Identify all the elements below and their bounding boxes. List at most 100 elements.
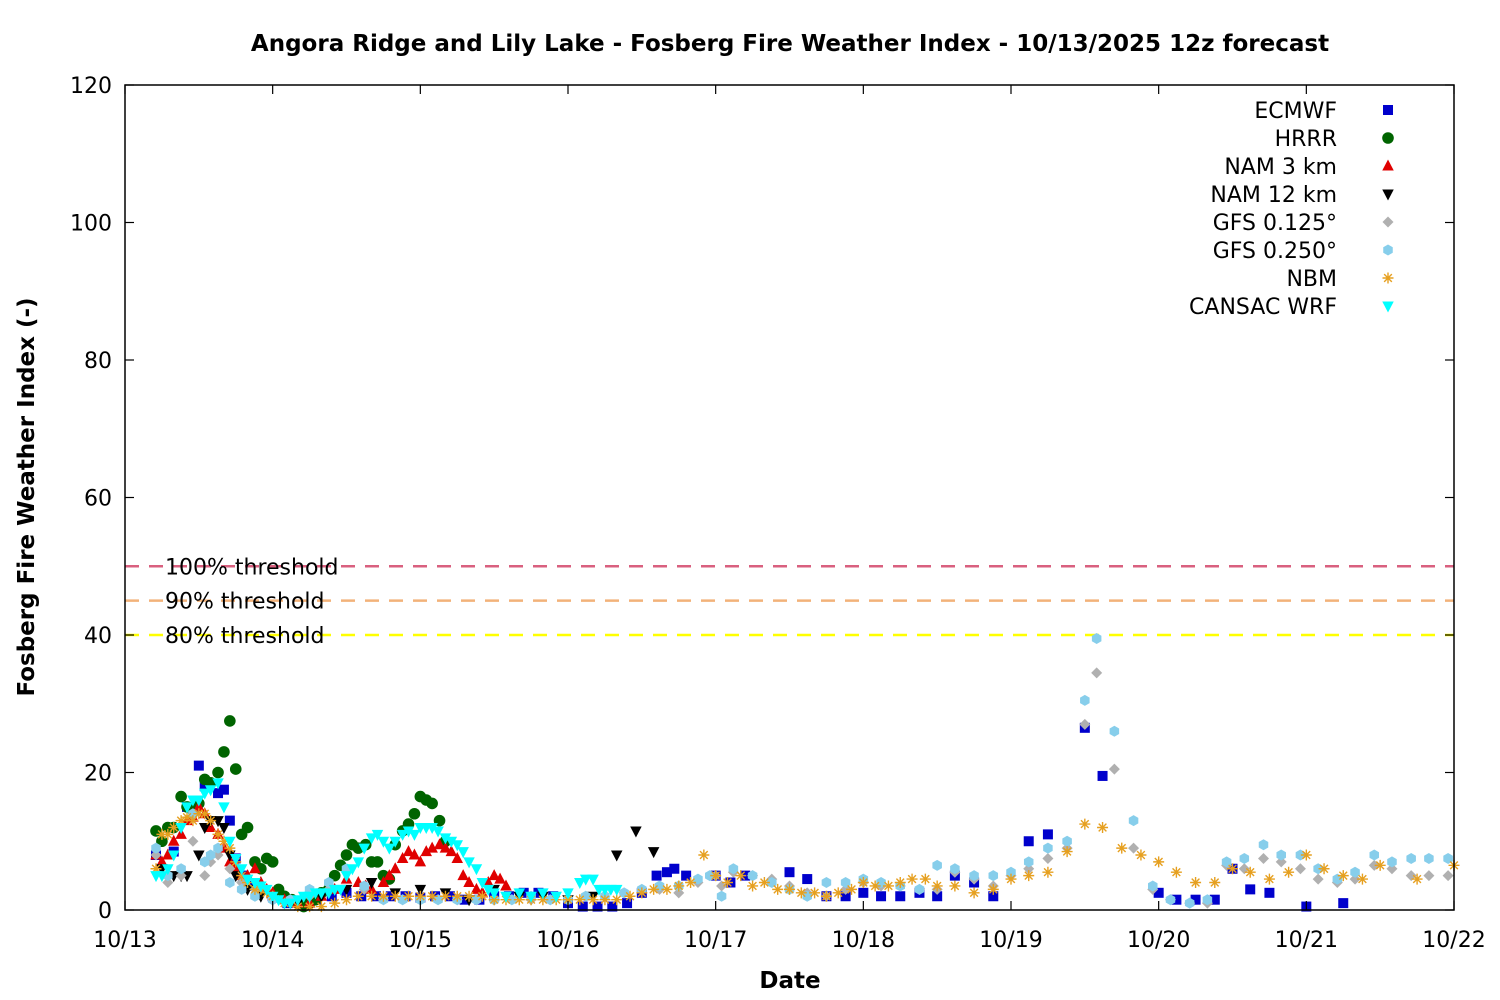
data-point bbox=[402, 845, 415, 857]
data-point bbox=[156, 828, 168, 840]
data-point bbox=[1190, 894, 1201, 905]
data-point bbox=[346, 864, 359, 876]
data-point bbox=[846, 883, 858, 895]
data-point bbox=[1043, 842, 1053, 854]
legend-entry: NAM 12 km bbox=[1210, 183, 1337, 208]
data-point bbox=[673, 880, 685, 892]
data-point bbox=[156, 871, 168, 883]
data-point bbox=[212, 828, 224, 840]
data-point bbox=[212, 766, 224, 779]
data-point bbox=[176, 863, 186, 875]
data-point bbox=[224, 842, 236, 854]
data-point bbox=[624, 890, 636, 902]
data-point bbox=[266, 891, 279, 903]
x-tick-label: 10/13 bbox=[93, 928, 156, 953]
data-point bbox=[858, 887, 869, 898]
data-point bbox=[721, 877, 733, 888]
data-point bbox=[1423, 870, 1435, 882]
data-point bbox=[587, 874, 599, 886]
data-point bbox=[402, 826, 415, 838]
data-point bbox=[168, 822, 180, 833]
data-point bbox=[1006, 866, 1016, 878]
data-point bbox=[488, 869, 500, 881]
data-point bbox=[1374, 859, 1386, 871]
data-point bbox=[230, 853, 242, 865]
data-point bbox=[261, 884, 273, 896]
data-point bbox=[611, 894, 623, 906]
data-point bbox=[869, 880, 881, 892]
data-point bbox=[167, 834, 180, 846]
data-point bbox=[906, 873, 918, 885]
data-point bbox=[574, 894, 586, 906]
chart-title: Angora Ridge and Lily Lake - Fosberg Fir… bbox=[251, 31, 1329, 57]
data-point bbox=[241, 821, 254, 834]
data-point bbox=[213, 788, 224, 799]
data-point bbox=[931, 880, 943, 892]
data-point bbox=[1023, 856, 1034, 868]
data-point bbox=[224, 715, 236, 727]
data-point bbox=[193, 795, 205, 807]
data-point bbox=[439, 833, 452, 845]
data-point bbox=[1109, 725, 1120, 737]
data-point bbox=[292, 901, 304, 913]
data-point bbox=[218, 823, 230, 834]
data-point bbox=[1097, 822, 1109, 833]
data-point bbox=[340, 849, 353, 861]
data-point bbox=[968, 887, 980, 899]
y-tick-label: 100 bbox=[70, 212, 112, 237]
data-point bbox=[661, 867, 672, 878]
data-point bbox=[1406, 852, 1416, 864]
data-point bbox=[1442, 870, 1454, 882]
series-group bbox=[151, 632, 1453, 909]
data-point bbox=[1116, 842, 1128, 854]
x-tick-label: 10/15 bbox=[389, 928, 452, 953]
data-point bbox=[1312, 873, 1324, 885]
data-point bbox=[537, 888, 549, 900]
data-point bbox=[1080, 694, 1090, 706]
data-point bbox=[630, 826, 642, 838]
data-point bbox=[1387, 856, 1397, 868]
data-point bbox=[579, 874, 592, 886]
data-point bbox=[1258, 839, 1269, 851]
data-point bbox=[433, 838, 446, 850]
data-point bbox=[187, 815, 199, 827]
data-point bbox=[408, 807, 421, 820]
data-point bbox=[482, 876, 495, 887]
data-point bbox=[396, 851, 409, 863]
data-point bbox=[371, 856, 384, 868]
legend-entry: CANSAC WRF bbox=[1189, 295, 1337, 320]
data-point bbox=[1135, 849, 1147, 861]
data-point bbox=[463, 890, 475, 902]
data-point bbox=[162, 828, 174, 840]
threshold-label: 80% threshold bbox=[165, 624, 325, 649]
data-point bbox=[525, 891, 537, 903]
data-point bbox=[315, 888, 328, 900]
data-point bbox=[175, 823, 187, 834]
data-point bbox=[470, 882, 483, 894]
data-point bbox=[809, 887, 821, 899]
data-point bbox=[426, 823, 438, 834]
data-point bbox=[218, 746, 230, 758]
data-point bbox=[255, 881, 267, 893]
data-point bbox=[1338, 898, 1349, 909]
data-point bbox=[230, 871, 242, 883]
data-point bbox=[457, 847, 469, 859]
x-tick-label: 10/19 bbox=[979, 928, 1042, 953]
data-point bbox=[383, 843, 396, 855]
data-point bbox=[323, 888, 335, 900]
data-point bbox=[500, 891, 512, 903]
legend-entry: HRRR bbox=[1275, 127, 1337, 152]
data-point bbox=[1275, 856, 1287, 868]
data-point bbox=[181, 811, 193, 823]
data-point bbox=[249, 862, 261, 874]
data-point bbox=[758, 877, 770, 888]
data-point bbox=[439, 890, 451, 902]
data-point bbox=[1209, 894, 1220, 905]
data-point bbox=[199, 870, 211, 882]
data-point bbox=[193, 850, 205, 862]
data-point bbox=[636, 887, 648, 899]
data-point bbox=[587, 894, 599, 906]
data-point bbox=[932, 891, 943, 902]
data-point bbox=[181, 802, 193, 814]
data-point bbox=[840, 891, 851, 902]
